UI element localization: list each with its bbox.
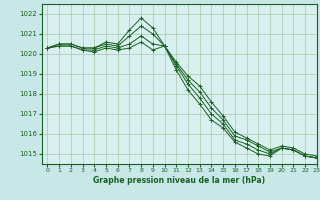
X-axis label: Graphe pression niveau de la mer (hPa): Graphe pression niveau de la mer (hPa)	[93, 176, 265, 185]
